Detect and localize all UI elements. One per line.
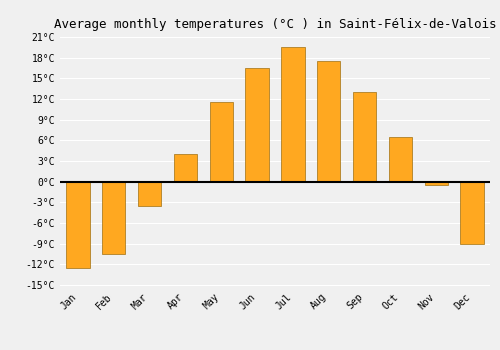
Bar (389, 137, 412, 182)
Bar (66, 182, 90, 268)
Bar (246, 68, 268, 182)
Bar (353, 92, 376, 182)
Bar (174, 154, 197, 182)
Bar (138, 182, 161, 206)
Bar (210, 103, 233, 182)
Bar (282, 47, 304, 182)
Bar (460, 182, 483, 244)
Bar (424, 182, 448, 185)
Bar (317, 61, 340, 182)
Bar (102, 182, 126, 254)
Title: Average monthly temperatures (°C ) in Saint-Félix-de-Valois: Average monthly temperatures (°C ) in Sa… (54, 18, 496, 31)
